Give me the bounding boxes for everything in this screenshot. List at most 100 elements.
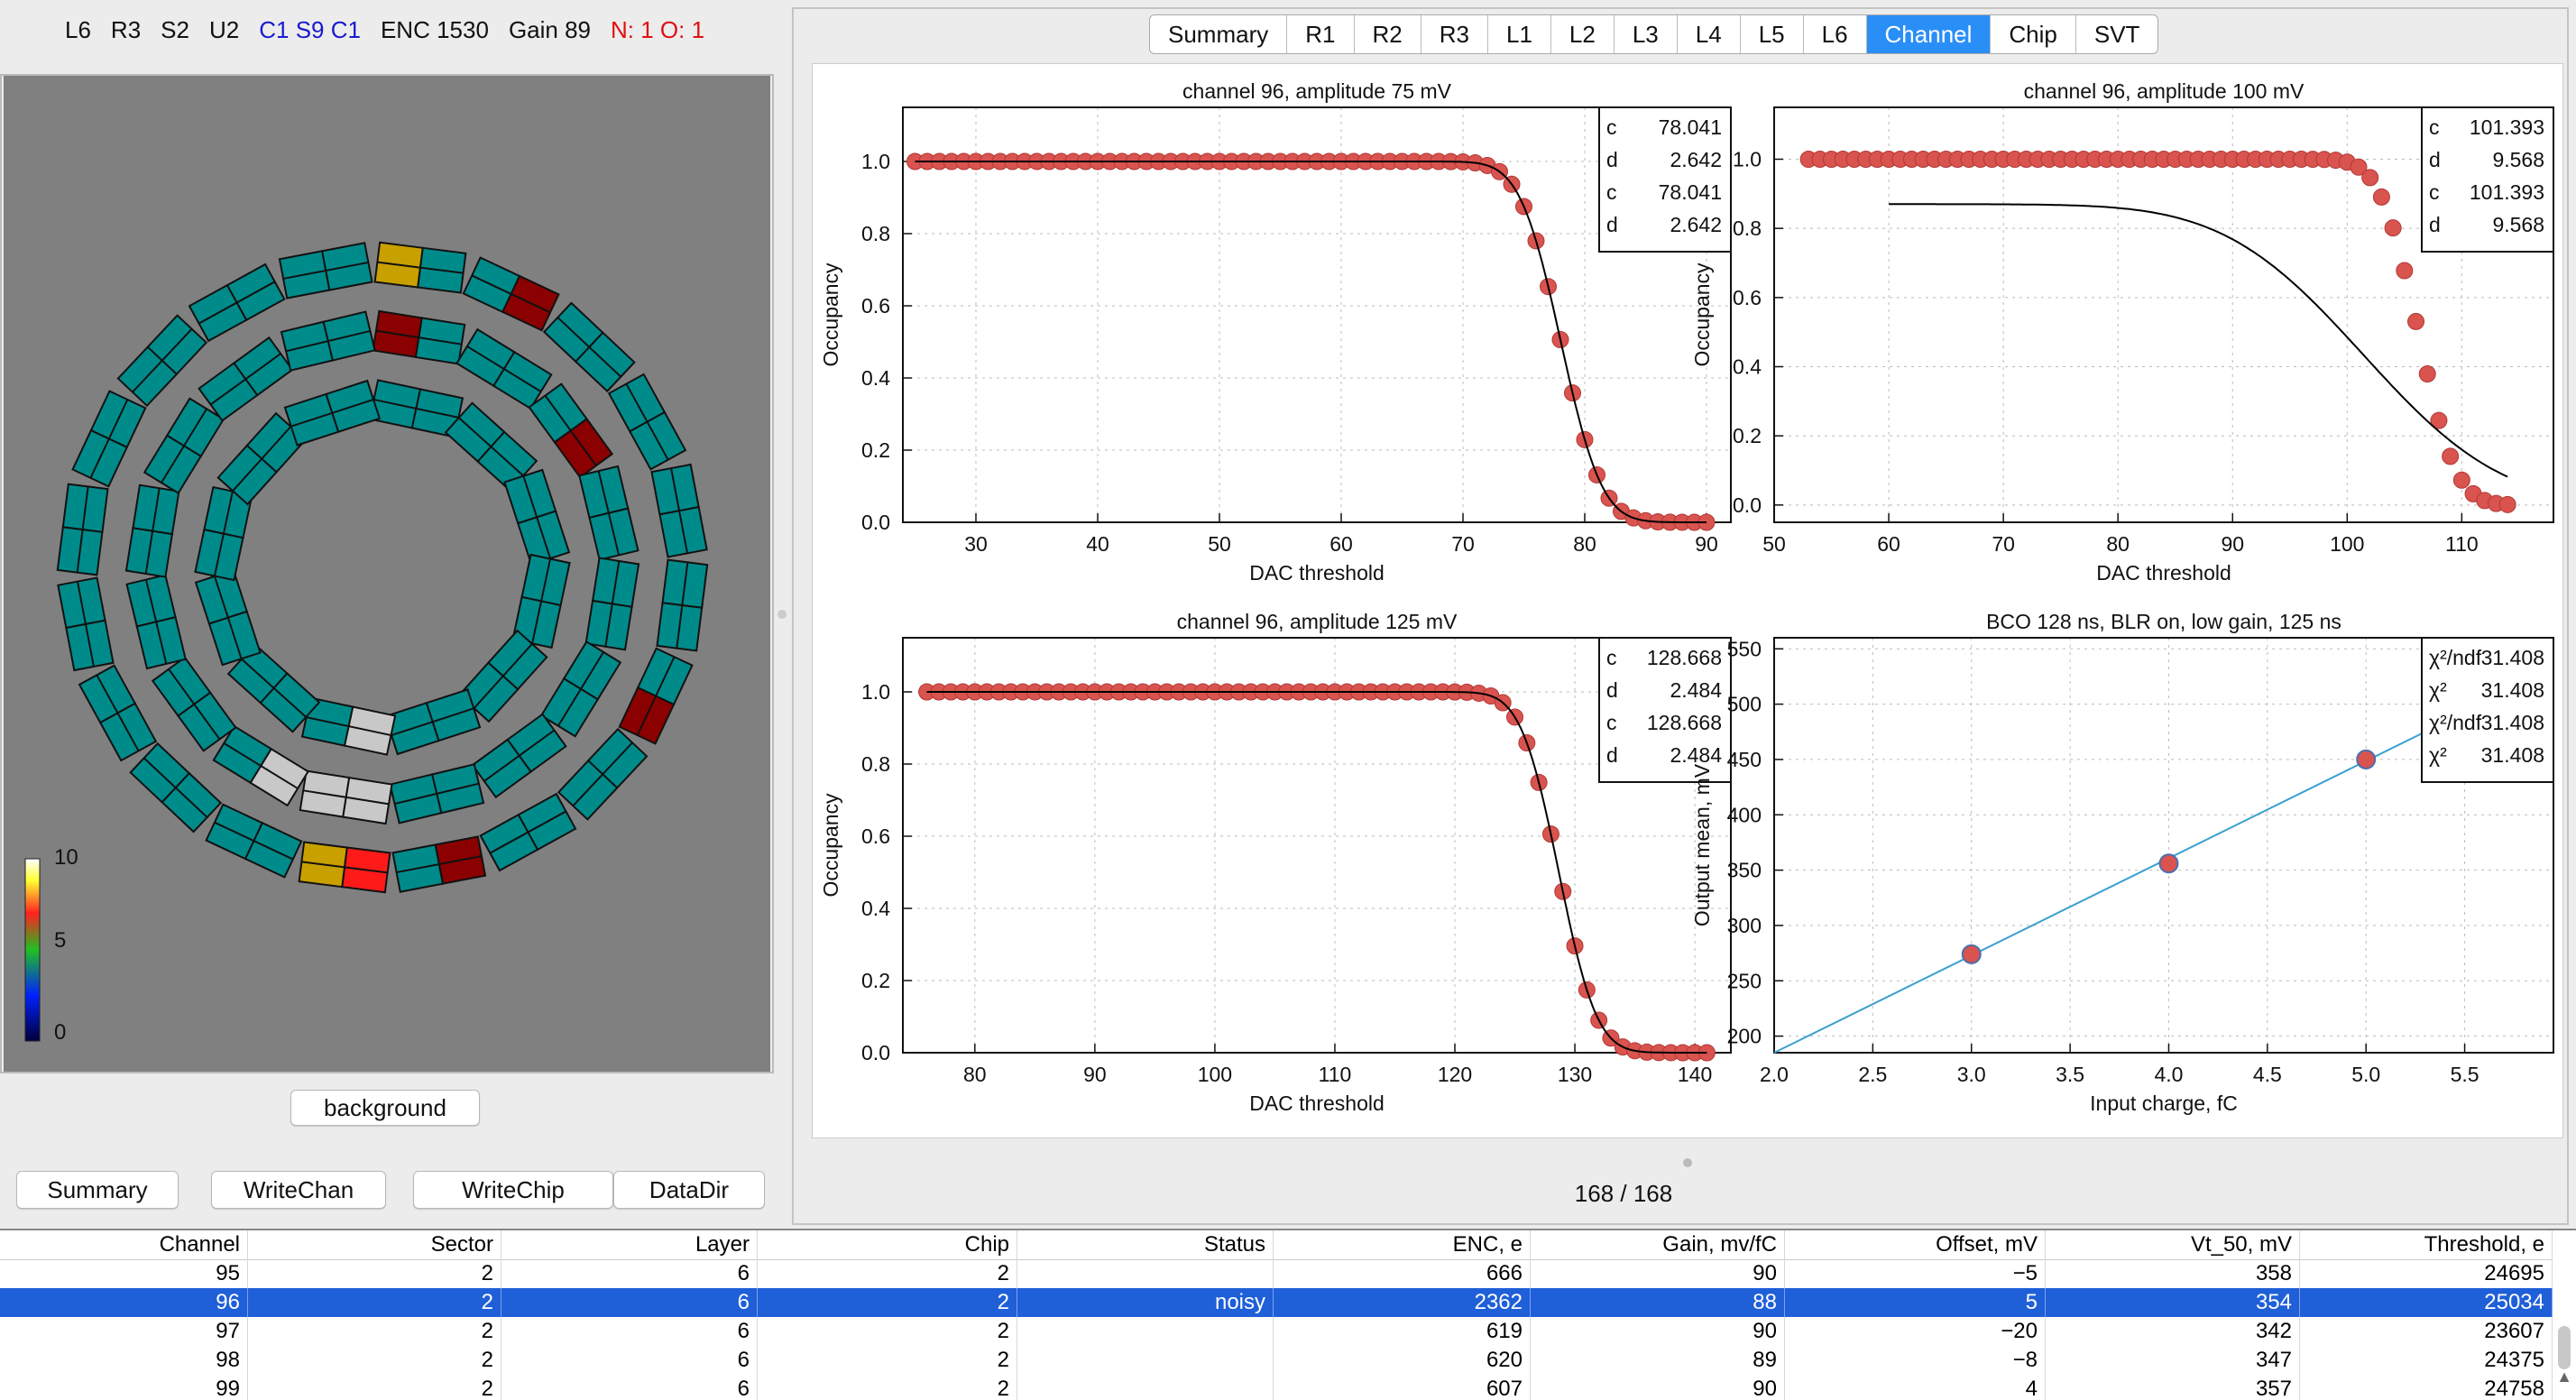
detector-module-mid <box>458 417 524 477</box>
table-cell: noisy <box>1017 1288 1274 1317</box>
status-item-1: R3 <box>110 15 142 43</box>
detector-module <box>584 557 640 651</box>
tab-channel[interactable]: Channel <box>1866 15 1992 53</box>
detector-module <box>607 373 687 471</box>
data-point <box>2350 158 2368 176</box>
detector-module-mid <box>76 486 89 573</box>
stats-value: 78.041 <box>1659 115 1722 139</box>
data-point <box>2442 447 2460 465</box>
detector-module-mid <box>597 470 621 556</box>
table-cell: 357 <box>2046 1375 2300 1400</box>
detector-module <box>151 656 237 752</box>
x-tick-label: 3.5 <box>2056 1063 2084 1086</box>
table-cell: 24375 <box>2300 1346 2553 1375</box>
table-row[interactable]: 99 2 6 2 607 90 4 357 24758 <box>0 1375 2553 1400</box>
splitter-handle-vertical[interactable] <box>777 610 787 619</box>
table-cell: Vt_50, mV <box>2046 1230 2300 1259</box>
detector-module-mid <box>471 274 551 314</box>
detector-module <box>212 724 309 807</box>
y-axis-label: Occupancy <box>819 262 842 367</box>
table-cell: 6 <box>501 1259 758 1288</box>
detector-module-mid <box>531 558 552 644</box>
detector-module-mid <box>604 560 621 647</box>
x-tick-label: 100 <box>2330 532 2364 556</box>
table-scrollbar[interactable] <box>2558 1326 2571 1369</box>
stats-box <box>2421 106 2554 253</box>
chart-2: channel 96, amplitude 125 mV 80 90 100 110 12… <box>819 610 1732 1115</box>
plot-frame <box>902 637 1732 1054</box>
y-tick-label: 0.8 <box>861 752 890 776</box>
tab-r2[interactable]: R2 <box>1355 15 1421 53</box>
stats-key: χ²/ndf <box>2429 646 2482 669</box>
data-point <box>2361 169 2379 187</box>
scroll-up-icon[interactable]: ▲ <box>2556 1368 2572 1386</box>
tab-r1[interactable]: R1 <box>1287 15 1355 53</box>
stats-box <box>1598 637 1732 783</box>
chart-0: channel 96, amplitude 75 mV 30 40 50 60 70 80 9… <box>819 79 1732 585</box>
x-tick-label: 4.5 <box>2253 1063 2282 1086</box>
tab-l2[interactable]: L2 <box>1551 15 1615 53</box>
detector-module-mid <box>373 398 459 419</box>
tab-l1[interactable]: L1 <box>1488 15 1551 53</box>
y-tick-label: 0.6 <box>861 294 890 318</box>
tab-r3[interactable]: R3 <box>1421 15 1488 53</box>
x-tick-label: 40 <box>1086 532 1109 556</box>
stats-value: 78.041 <box>1659 180 1722 204</box>
detector-module <box>299 769 393 825</box>
detector-module <box>372 309 466 365</box>
tab-chip[interactable]: Chip <box>1991 15 2076 53</box>
detector-module <box>129 741 223 834</box>
y-tick-label: 500 <box>1727 693 1762 716</box>
tab-l3[interactable]: L3 <box>1615 15 1678 53</box>
detector-module <box>71 390 147 488</box>
detector-module <box>656 558 709 652</box>
tab-l4[interactable]: L4 <box>1678 15 1741 53</box>
detector-module-mid <box>232 426 292 492</box>
background-button[interactable]: background <box>290 1090 480 1126</box>
table-header[interactable]: Channel Sector Layer Chip Status ENC, e Gain, … <box>0 1230 2553 1260</box>
detector-module-mid <box>96 674 140 751</box>
tab-l5[interactable]: L5 <box>1741 15 1804 53</box>
fit-curve <box>1889 203 2508 478</box>
y-tick-label: 0.0 <box>861 1041 890 1064</box>
table-row[interactable]: 97 2 6 2 619 90 −20 342 23607 <box>0 1317 2553 1346</box>
table-row[interactable]: 98 2 6 2 620 89 −8 347 24375 <box>0 1346 2553 1375</box>
detector-module-mid <box>301 861 388 874</box>
splitter-handle-horizontal[interactable] <box>1683 1158 1692 1167</box>
tab-l6[interactable]: L6 <box>1804 15 1867 53</box>
y-tick-label: 400 <box>1727 803 1762 826</box>
y-tick-label: 250 <box>1727 969 1762 992</box>
stats-box <box>2421 637 2554 783</box>
detector-module-mid <box>473 643 533 709</box>
table-cell: 6 <box>501 1375 758 1400</box>
detector-module <box>198 336 294 422</box>
bottom-buttons: Summary WriteChan WriteChip DataDir <box>16 1171 765 1209</box>
datadir-button[interactable]: DataDir <box>613 1171 765 1209</box>
stats-key: χ² <box>2429 678 2447 702</box>
data-point <box>2372 188 2390 206</box>
x-tick-label: 110 <box>1319 1063 1352 1086</box>
writechip-button[interactable]: WriteChip <box>413 1171 613 1209</box>
stats-key: c <box>1606 646 1617 669</box>
tab-summary[interactable]: Summary <box>1150 15 1288 53</box>
x-tick-label: 120 <box>1438 1063 1472 1086</box>
detector-module <box>503 468 571 566</box>
detector-module <box>194 568 262 667</box>
tab-bar: Summary R1 R2 R3 L1 L2 L3 L4 L5 L6 Channel Chip SVT <box>1149 14 2159 54</box>
chart-3: BCO 128 ns, BLR on, low gain, 125 ns 2.0 2… <box>1690 610 2554 1115</box>
detector-module-mid <box>198 281 276 325</box>
x-axis-label: DAC threshold <box>1249 1091 1385 1115</box>
summary-button[interactable]: Summary <box>16 1171 179 1209</box>
detector-module <box>389 763 485 824</box>
detector-module-mid <box>223 742 299 789</box>
detector-module-mid <box>144 579 168 665</box>
data-point <box>2158 853 2179 874</box>
table-row[interactable]: 95 2 6 2 666 90 −5 358 24695 <box>0 1259 2553 1288</box>
writechan-button[interactable]: WriteChan <box>211 1171 386 1209</box>
tab-svt[interactable]: SVT <box>2093 20 2140 48</box>
detector-map-svg[interactable]: 10 5 0 <box>4 76 770 1072</box>
data-point <box>2384 219 2402 237</box>
y-axis-label: Occupancy <box>819 793 842 898</box>
detector-map[interactable]: 10 5 0 <box>4 76 770 1072</box>
table-row[interactable]: 96 2 6 2 noisy 2362 88 5 354 25034 <box>0 1288 2553 1317</box>
